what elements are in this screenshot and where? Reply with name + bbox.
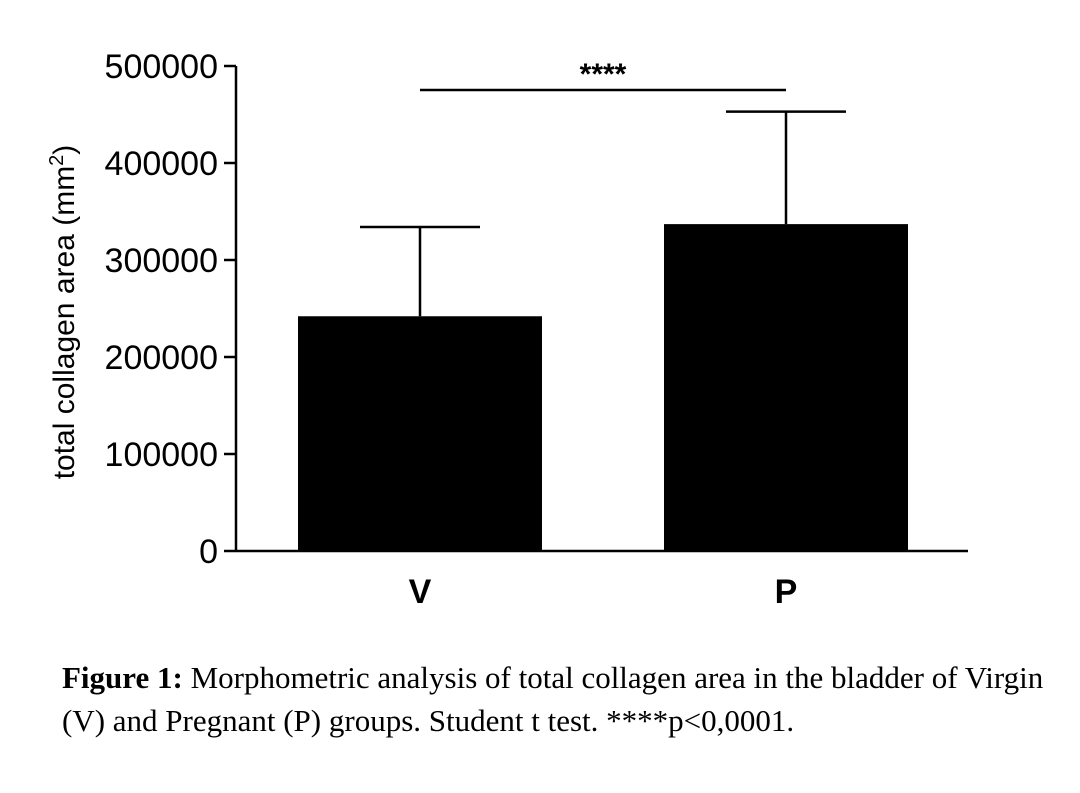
x-tick-label: V [409,573,432,611]
y-tick-label: 400000 [105,145,218,183]
significance-label: **** [580,58,627,91]
y-tick-label: 100000 [105,436,218,474]
error-bars-group [360,110,846,317]
y-tick-label: 200000 [105,339,218,377]
significance-group: **** [420,58,786,92]
bars-group [298,224,908,552]
bar [664,224,908,552]
y-axis-title: total collagen area (mm2) [46,145,81,480]
x-tick-label: P [775,573,798,611]
bar [298,316,542,551]
caption-text: Morphometric analysis of total collagen … [62,660,1044,738]
caption-label: Figure 1: [62,660,183,695]
y-tick-label: 0 [199,533,218,571]
figure-caption: Figure 1: Morphometric analysis of total… [62,656,1052,742]
y-tick-label: 300000 [105,242,218,280]
y-axis: 0 100000 200000 300000 400000 500000 [105,48,238,571]
y-tick-label: 500000 [105,48,218,86]
